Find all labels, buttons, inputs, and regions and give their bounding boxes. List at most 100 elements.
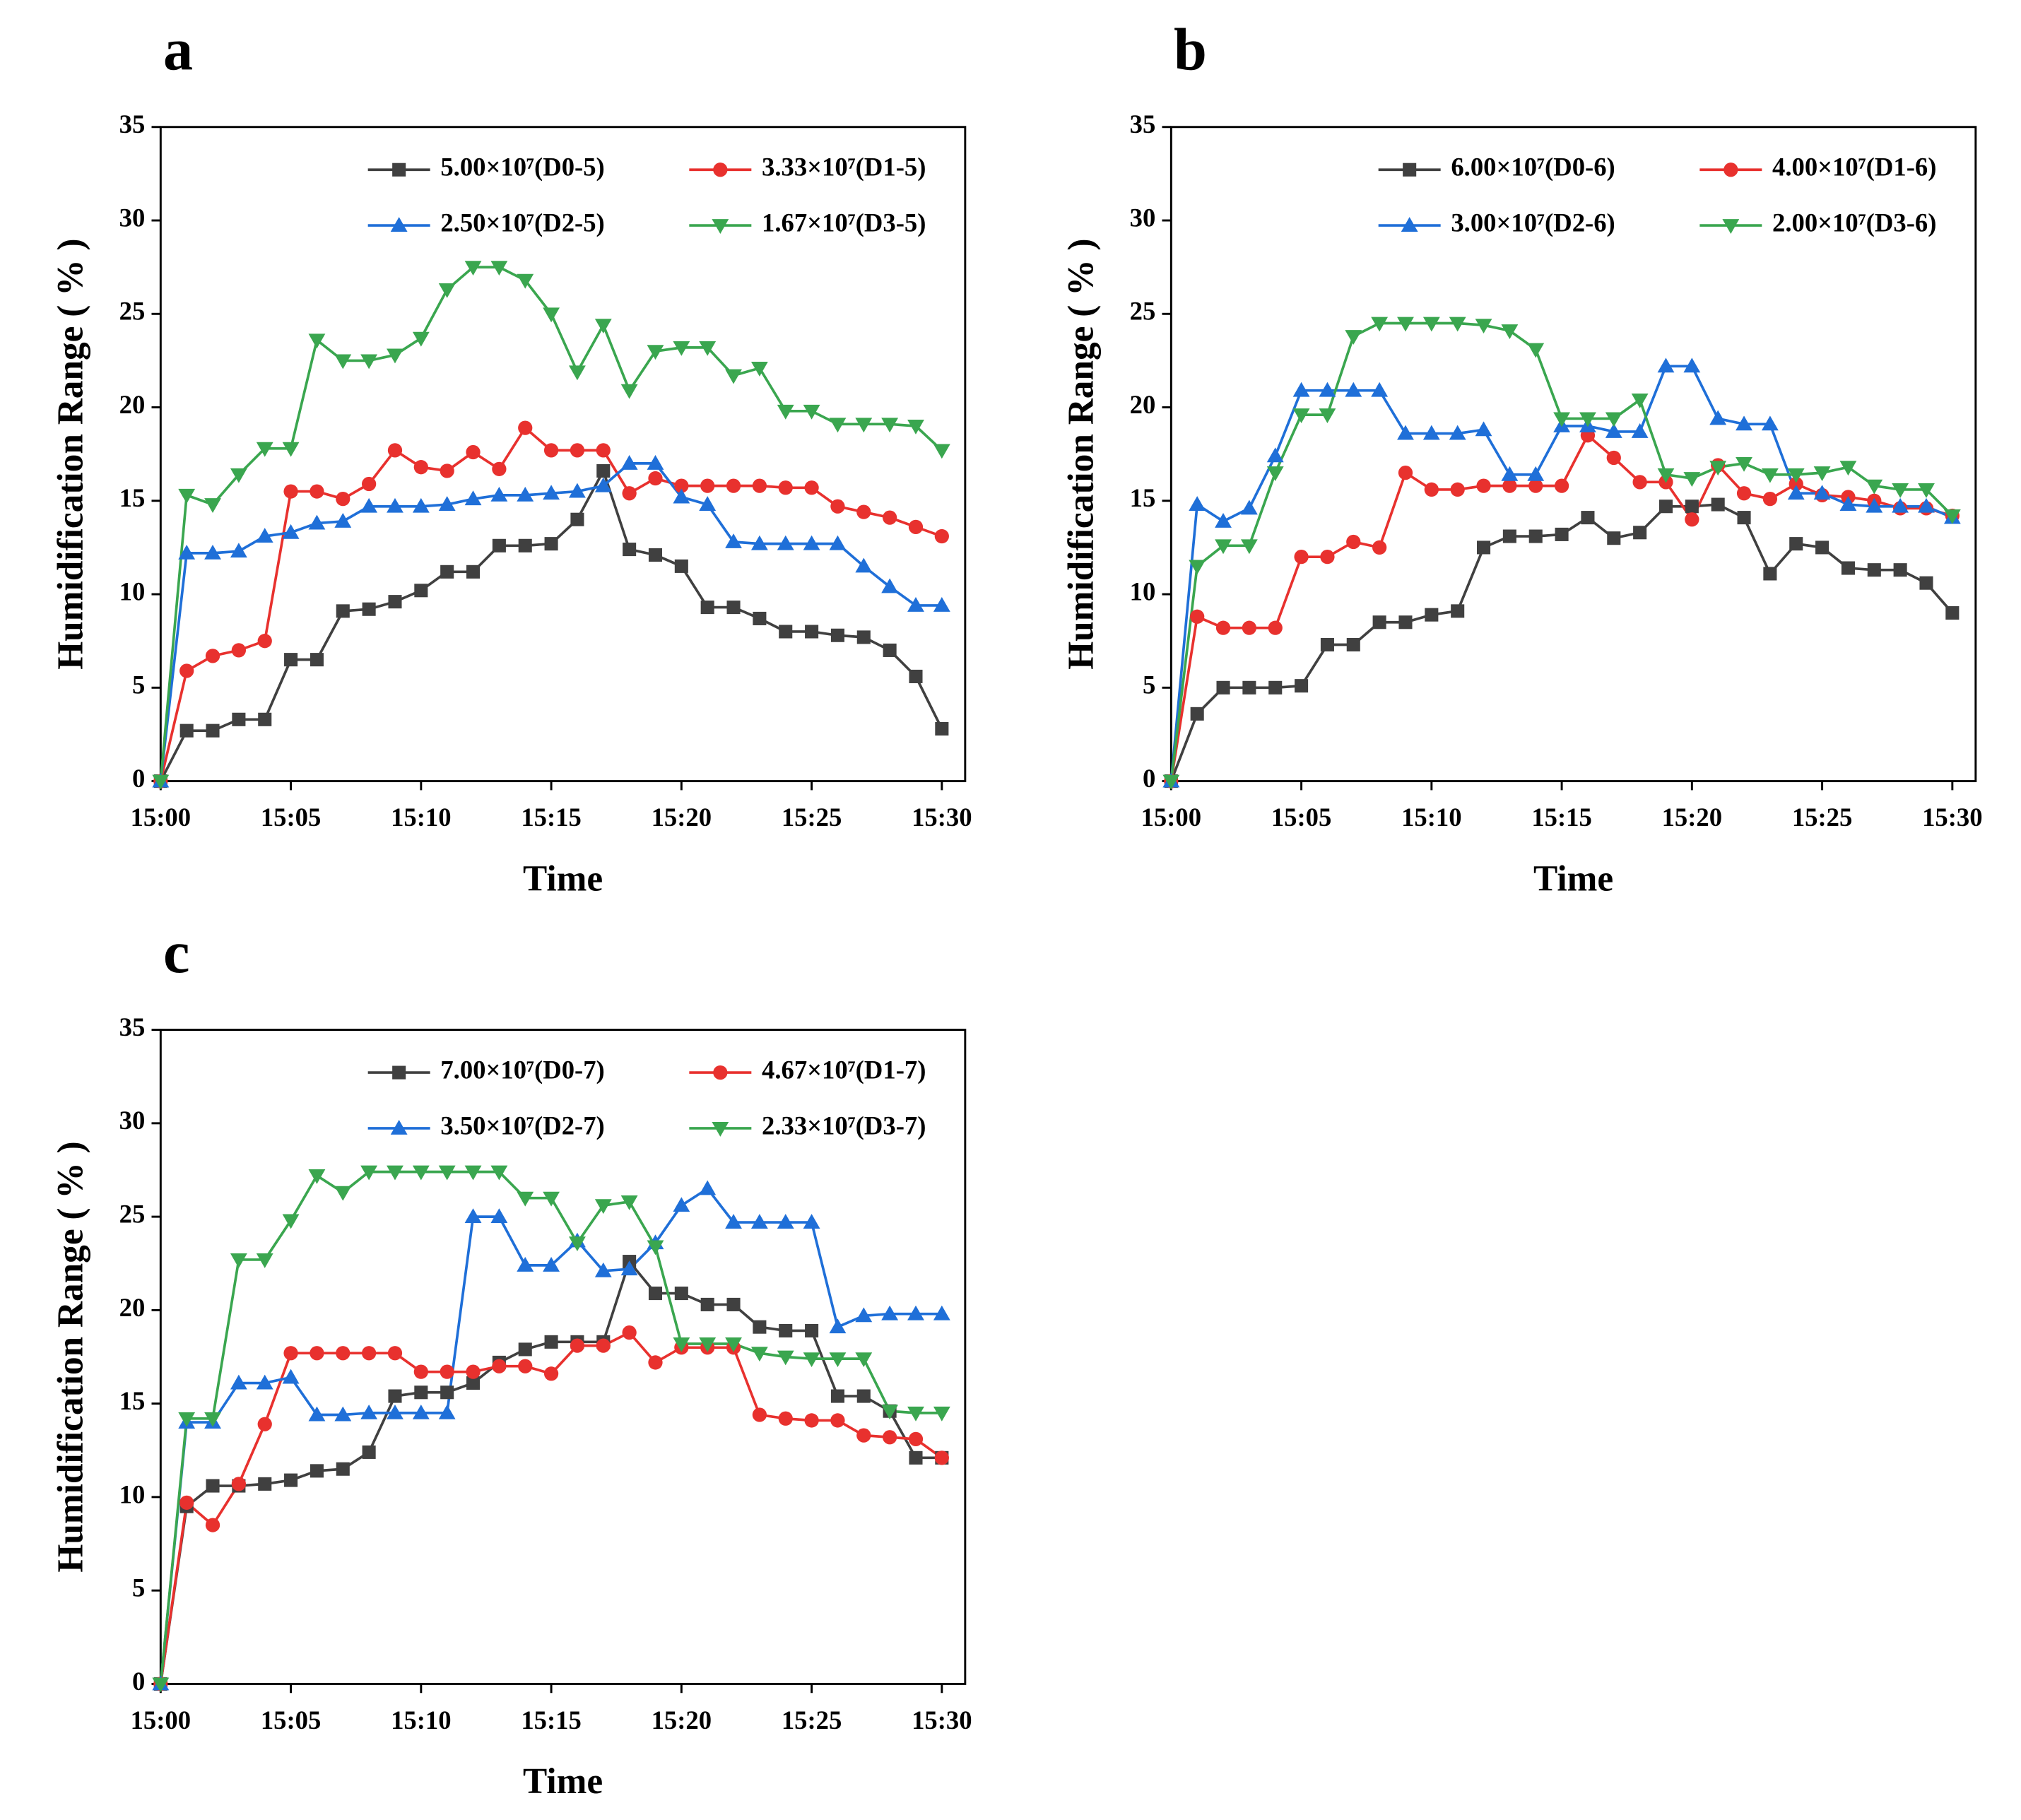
y-tick-label: 5 <box>1143 670 1155 699</box>
marker <box>387 497 403 513</box>
marker <box>1422 317 1440 332</box>
marker <box>440 1364 454 1379</box>
marker <box>282 1214 300 1229</box>
marker <box>1685 512 1699 527</box>
marker <box>492 1359 507 1373</box>
marker <box>360 354 378 370</box>
marker <box>830 499 845 514</box>
marker <box>308 1406 326 1422</box>
marker <box>1918 497 1935 513</box>
marker <box>673 1197 690 1212</box>
y-tick-label: 0 <box>1143 764 1155 793</box>
marker <box>1657 358 1675 373</box>
marker <box>1398 465 1413 480</box>
marker <box>1632 475 1647 490</box>
marker <box>1346 637 1360 652</box>
marker <box>934 528 949 544</box>
marker <box>1528 529 1543 543</box>
marker <box>490 486 508 502</box>
marker <box>620 1195 638 1210</box>
marker <box>803 535 820 550</box>
marker <box>310 1346 324 1361</box>
marker <box>726 1297 741 1311</box>
x-tick-label: 15:20 <box>652 803 712 832</box>
marker <box>753 1320 767 1334</box>
marker <box>360 497 378 513</box>
marker <box>179 1495 194 1510</box>
marker <box>883 643 897 657</box>
marker <box>750 535 768 550</box>
marker <box>805 1323 819 1337</box>
marker <box>620 454 638 470</box>
marker <box>750 362 768 377</box>
x-tick-label: 15:15 <box>1531 803 1592 832</box>
marker <box>829 1352 847 1368</box>
marker <box>935 721 949 736</box>
marker <box>1657 468 1675 483</box>
marker <box>752 478 767 493</box>
marker <box>1292 382 1310 397</box>
marker <box>1919 576 1933 590</box>
x-tick-label: 15:05 <box>261 1706 322 1735</box>
marker <box>1215 512 1232 528</box>
marker <box>205 649 220 663</box>
marker <box>1449 317 1466 332</box>
marker <box>647 345 664 360</box>
x-tick-label: 15:10 <box>1401 803 1462 832</box>
marker <box>490 261 508 276</box>
marker <box>206 1479 220 1493</box>
marker <box>1190 707 1204 721</box>
legend-label: 1.67×10⁷(D3-5) <box>762 208 926 237</box>
y-tick-label: 10 <box>1130 577 1156 605</box>
marker <box>674 559 688 573</box>
x-tick-label: 15:25 <box>782 1706 842 1735</box>
y-axis-label: Humidification Range ( % ) <box>1061 239 1101 670</box>
marker <box>1424 482 1439 497</box>
marker <box>594 1262 612 1277</box>
legend-label: 2.33×10⁷(D3-7) <box>762 1111 926 1140</box>
marker <box>647 454 664 470</box>
marker <box>387 1404 403 1419</box>
marker <box>362 602 376 616</box>
marker <box>856 504 871 519</box>
marker <box>777 535 794 550</box>
marker <box>390 1120 408 1135</box>
marker <box>1475 319 1492 334</box>
marker <box>283 484 298 499</box>
series-line <box>159 1170 942 1684</box>
marker <box>466 1364 481 1379</box>
marker <box>308 1169 326 1184</box>
marker <box>1553 412 1570 427</box>
marker <box>1943 509 1961 524</box>
marker <box>206 723 220 738</box>
series-line <box>1169 503 1954 782</box>
marker <box>570 1338 585 1353</box>
x-tick-label: 15:10 <box>391 1706 452 1735</box>
marker <box>648 548 663 562</box>
marker <box>855 1352 873 1368</box>
marker <box>1501 466 1519 481</box>
marker <box>933 1305 950 1320</box>
marker <box>204 544 221 560</box>
marker <box>518 420 533 435</box>
marker <box>1240 500 1258 515</box>
marker <box>1189 560 1206 575</box>
marker <box>934 1450 949 1465</box>
marker <box>1190 609 1205 624</box>
marker <box>907 1305 924 1320</box>
marker <box>205 1518 220 1532</box>
marker <box>1631 394 1649 408</box>
marker <box>1449 425 1466 440</box>
legend-label: 4.00×10⁷(D1-6) <box>1772 153 1936 182</box>
marker <box>308 333 326 349</box>
y-tick-label: 30 <box>119 1106 146 1135</box>
marker <box>1839 461 1857 476</box>
marker <box>544 537 558 551</box>
series-line <box>1169 321 1954 781</box>
panel-label: b <box>1174 17 1207 83</box>
marker <box>1242 680 1256 695</box>
marker <box>310 1464 324 1478</box>
marker <box>712 219 729 234</box>
x-tick-label: 15:30 <box>912 1706 972 1735</box>
marker <box>623 543 637 557</box>
